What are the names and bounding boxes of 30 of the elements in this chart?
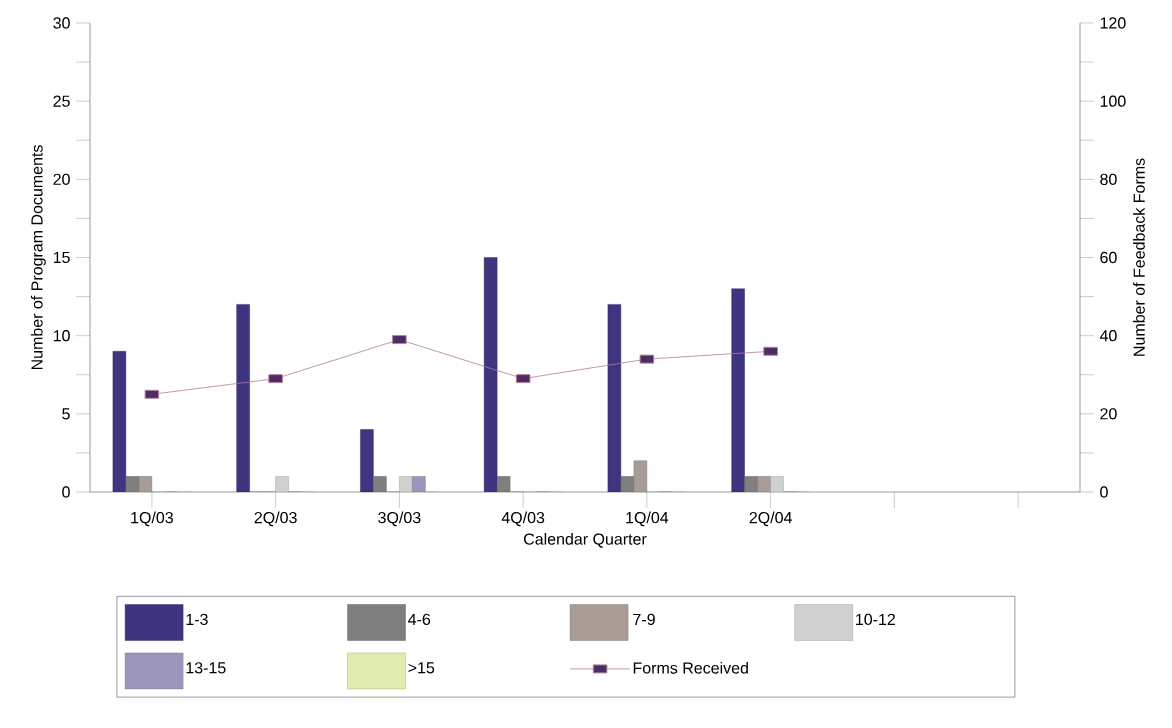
y-tick-label: 25 bbox=[53, 95, 70, 107]
y2-tick-label: 40 bbox=[1099, 330, 1117, 342]
legend-label: Forms Received bbox=[633, 661, 748, 674]
y-tick-label: 20 bbox=[53, 173, 70, 185]
y-tick-label: 5 bbox=[62, 408, 70, 420]
y2-tick-label: 20 bbox=[1100, 408, 1117, 420]
y2-axis-title: Number of Feedback Forms bbox=[1133, 158, 1145, 356]
y2-tick-label: 0 bbox=[1100, 486, 1108, 498]
y-tick-label: 15 bbox=[53, 251, 70, 264]
y-tick-label: 0 bbox=[62, 486, 70, 498]
y2-tick-label: 120 bbox=[1100, 17, 1126, 29]
y2-tick-label: 80 bbox=[1100, 173, 1117, 185]
x-tick-label: 4Q/03 bbox=[501, 511, 545, 527]
legend-label: >15 bbox=[408, 662, 435, 674]
legend-label: 13-15 bbox=[186, 662, 226, 674]
x-tick-label: 2Q/04 bbox=[749, 511, 792, 527]
x-tick-label: 3Q/03 bbox=[378, 511, 421, 527]
legend-label: 1-3 bbox=[186, 613, 208, 626]
y-axis-title: Number of Program Documents bbox=[30, 145, 46, 370]
legend-label: 10-12 bbox=[856, 613, 895, 626]
x-tick-label: 2Q/03 bbox=[254, 511, 297, 527]
legend-label: 7-9 bbox=[633, 613, 655, 626]
legend-label: 4-6 bbox=[408, 613, 431, 626]
x-tick-label: 1Q/03 bbox=[131, 511, 173, 527]
x-tick-label: 1Q/04 bbox=[626, 511, 669, 527]
y2-tick-label: 100 bbox=[1100, 95, 1126, 107]
y-tick-label: 30 bbox=[53, 17, 70, 29]
x-axis-title: Calendar Quarter bbox=[524, 533, 647, 548]
y-tick-label: 10 bbox=[53, 330, 70, 342]
y2-tick-label: 60 bbox=[1100, 251, 1117, 264]
